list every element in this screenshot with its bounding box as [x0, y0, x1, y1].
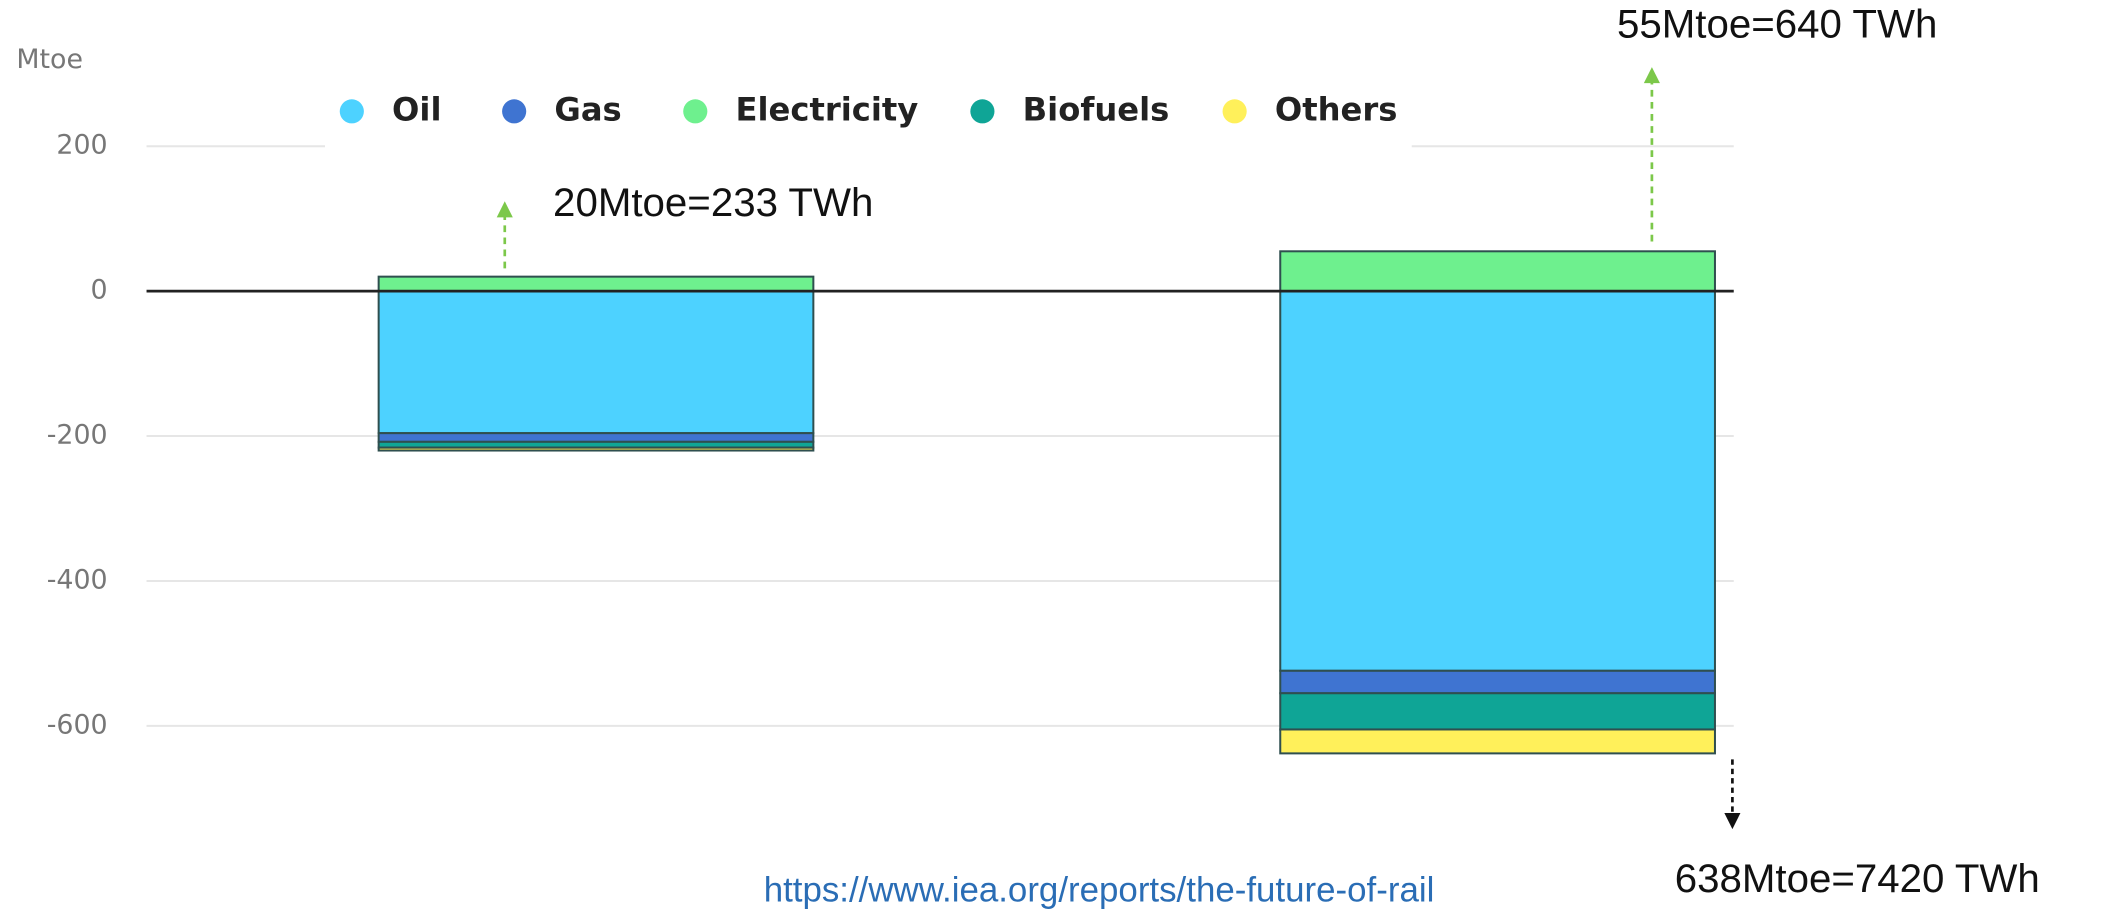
bars [146, 250, 1734, 755]
source-link: https://www.iea.org/reports/the-future-o… [764, 870, 1435, 909]
y-tick-label: 200 [56, 130, 107, 161]
y-tick-label: -200 [47, 420, 108, 451]
legend: Oil Gas Electricity Biofuels Others [339, 90, 1398, 128]
bar-segment [1279, 728, 1716, 755]
bar-segment [377, 446, 815, 452]
y-tick-label: -400 [47, 564, 108, 595]
y-axis-label: Mtoe [16, 44, 83, 75]
legend-label: Biofuels [1023, 90, 1170, 128]
legend-label: Gas [554, 90, 621, 128]
legend-marker [1222, 99, 1247, 124]
bar-segment [377, 290, 815, 435]
arrow-head [1724, 813, 1741, 830]
bar-segment [1279, 250, 1716, 293]
legend-label: Oil [392, 90, 441, 128]
bar-segment [377, 432, 815, 443]
y-tick-label: -600 [47, 709, 108, 740]
annotation: 638Mtoe=7420 TWh [1675, 856, 2040, 901]
arrow-head [496, 201, 513, 218]
y-tick-label: 0 [91, 275, 108, 306]
bar-segment [1279, 290, 1716, 672]
legend-marker [502, 99, 527, 124]
legend-marker [970, 99, 995, 124]
bar-segment [1279, 692, 1716, 731]
legend-label: Others [1275, 90, 1398, 128]
annotation: 20Mtoe=233 TWh [553, 180, 873, 225]
bar-segment [377, 275, 815, 293]
legend-label: Electricity [736, 90, 919, 128]
annotation: 55Mtoe=640 TWh [1617, 1, 1937, 46]
legend-marker [683, 99, 708, 124]
arrow-head [1643, 67, 1660, 84]
legend-marker [339, 99, 364, 124]
bar-segment [1279, 669, 1716, 695]
